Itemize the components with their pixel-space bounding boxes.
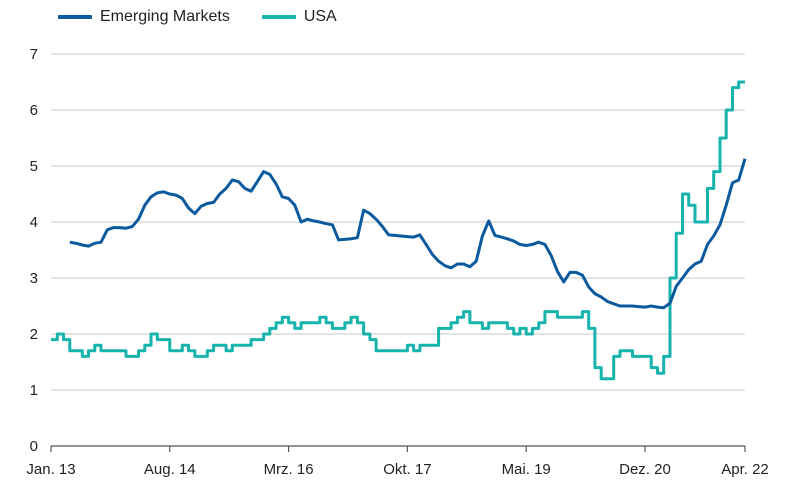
series-line-usa [51, 80, 745, 381]
legend-item-emerging-markets: Emerging Markets [58, 8, 230, 26]
x-tick-label: Okt. 17 [383, 461, 431, 478]
x-tick-label: Dez. 20 [619, 461, 671, 478]
y-tick-label: 6 [30, 102, 38, 119]
x-tick-label: Mai. 19 [502, 461, 551, 478]
x-tick-label: Apr. 22 [721, 461, 769, 478]
legend: Emerging Markets USA [58, 8, 337, 26]
x-tick-label: Mrz. 16 [264, 461, 314, 478]
y-tick-label: 2 [30, 326, 38, 343]
legend-swatch-emerging-markets [58, 15, 92, 19]
y-tick-label: 4 [30, 214, 38, 231]
y-tick-label: 1 [30, 382, 38, 399]
y-tick-label: 3 [30, 270, 38, 287]
y-tick-label: 5 [30, 158, 38, 175]
y-tick-label: 7 [30, 46, 38, 63]
legend-label-emerging-markets: Emerging Markets [100, 8, 230, 25]
y-tick-label: 0 [30, 438, 38, 455]
x-tick-label: Jan. 13 [26, 461, 75, 478]
x-tick-label: Aug. 14 [144, 461, 196, 478]
legend-item-usa: USA [261, 8, 337, 26]
legend-swatch-usa [261, 15, 296, 19]
legend-label-usa: USA [303, 8, 337, 25]
series-line-emerging-markets [69, 158, 747, 310]
